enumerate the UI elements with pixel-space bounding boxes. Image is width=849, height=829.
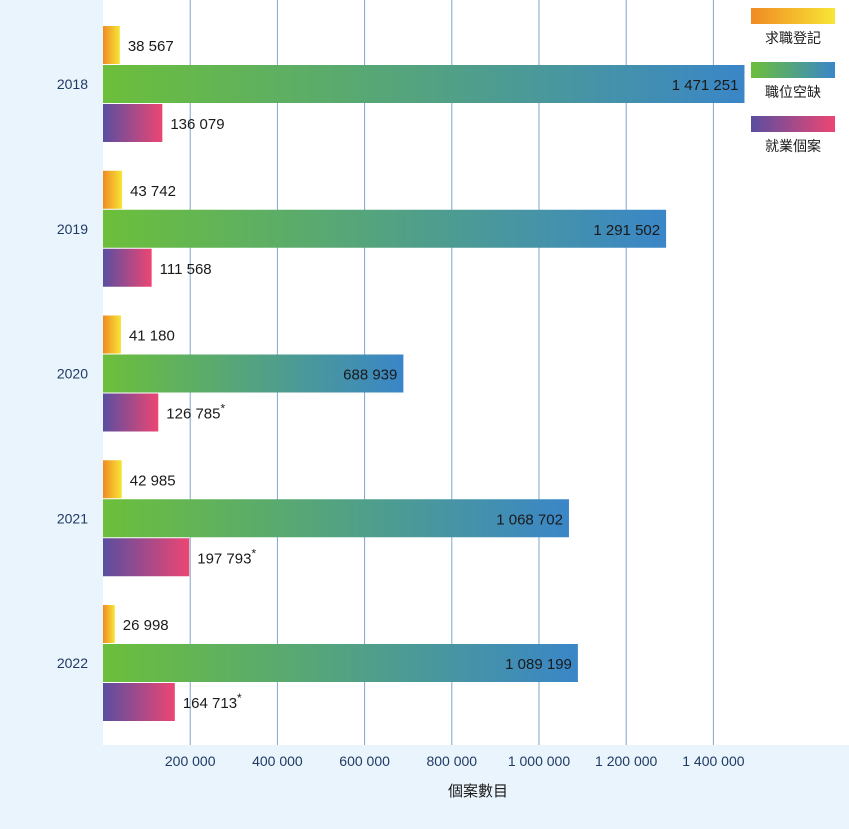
legend-swatch-job-registration: [751, 8, 835, 24]
x-tick-label: 400 000: [252, 753, 303, 769]
bar-placements: [103, 104, 163, 142]
data-label-vacancies: 1 068 702: [496, 511, 563, 528]
y-tick-label: 2020: [57, 366, 88, 382]
bar-placements: [103, 248, 152, 287]
data-label-job-registration: 38 567: [128, 38, 174, 55]
y-tick-label: 2019: [57, 221, 88, 237]
bar-placements: [103, 538, 190, 577]
bar-placements: [103, 393, 159, 432]
x-axis-label: 個案數目: [447, 782, 508, 800]
bar-job-registration: [103, 315, 121, 354]
legend-label-placements: 就業個案: [765, 139, 821, 155]
x-tick-label: 800 000: [426, 753, 477, 769]
legend-label-job-registration: 求職登記: [765, 31, 821, 47]
data-label-job-registration: 41 180: [129, 328, 175, 345]
x-tick-label: 200 000: [165, 753, 216, 769]
x-tick-label: 1 400 000: [682, 753, 744, 769]
legend-item-vacancies: 職位空缺: [751, 62, 835, 102]
legend-swatch-placements: [751, 116, 835, 132]
legend-item-placements: 就業個案: [751, 116, 835, 156]
legend-label-vacancies: 職位空缺: [765, 85, 821, 101]
y-tick-label: 2022: [57, 655, 88, 671]
bar-vacancies: [103, 354, 404, 393]
data-label-vacancies: 1 291 502: [593, 222, 660, 239]
x-tick-label: 1 000 000: [508, 753, 570, 769]
data-label-job-registration: 42 985: [130, 472, 176, 489]
legend-swatch-vacancies: [751, 62, 835, 78]
bar-placements: [103, 683, 175, 721]
bar-job-registration: [103, 605, 115, 643]
bar-vacancies: [103, 644, 578, 682]
y-tick-label: 2018: [57, 76, 88, 92]
bar-job-registration: [103, 460, 122, 499]
data-label-placements: 136 079: [170, 116, 224, 133]
data-label-job-registration: 26 998: [123, 617, 169, 634]
data-label-job-registration: 43 742: [130, 183, 176, 200]
x-tick-label: 1 200 000: [595, 753, 657, 769]
data-label-vacancies: 688 939: [343, 367, 397, 384]
y-tick-label: 2021: [57, 510, 88, 526]
bar-vacancies: [103, 209, 667, 248]
data-label-vacancies: 1 089 199: [505, 656, 572, 673]
data-label-placements: 197 793*: [197, 546, 256, 567]
legend-item-job-registration: 求職登記: [751, 8, 835, 48]
bar-vacancies: [103, 65, 745, 103]
data-label-vacancies: 1 471 251: [672, 77, 739, 94]
x-tick-label: 600 000: [339, 753, 390, 769]
bar-job-registration: [103, 170, 123, 209]
bar-job-registration: [103, 26, 120, 64]
legend: 求職登記 職位空缺 就業個案: [751, 8, 835, 170]
bar-vacancies: [103, 499, 569, 538]
data-label-placements: 126 785*: [166, 402, 225, 423]
data-label-placements: 164 713*: [183, 691, 242, 712]
data-label-placements: 111 568: [160, 261, 212, 278]
